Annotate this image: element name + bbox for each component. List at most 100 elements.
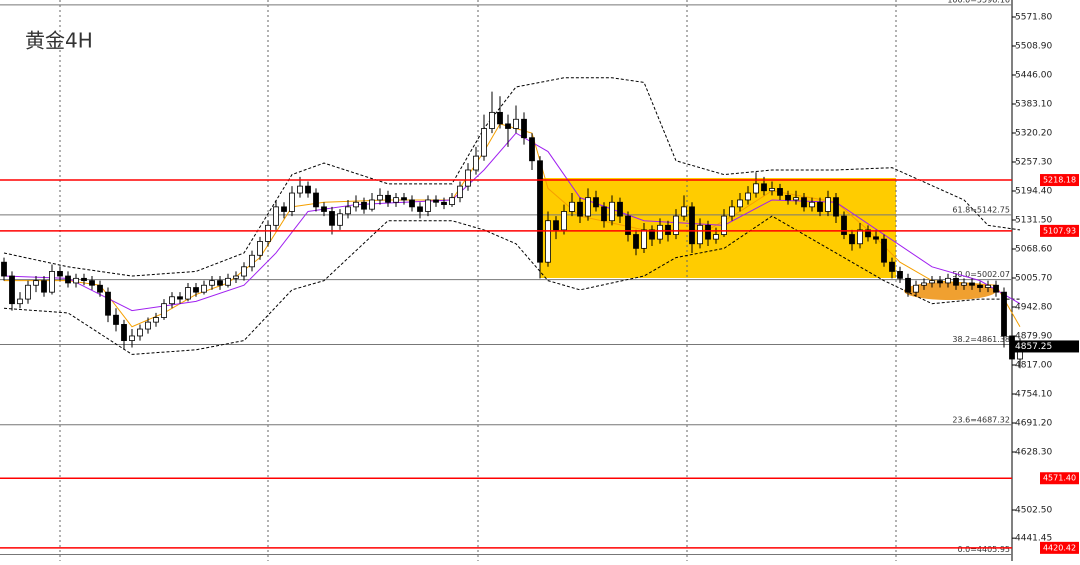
y-tick-label: 5068.60 — [1015, 245, 1052, 255]
candle-body — [361, 201, 367, 210]
indicator-line — [3, 132, 1021, 312]
y-tick-label: 4942.80 — [1015, 303, 1052, 313]
indicator-line — [3, 77, 1021, 277]
fib-label: 100.0=5598.16 — [947, 0, 1010, 4]
candle-body — [825, 197, 831, 212]
candle-body — [913, 284, 919, 293]
candle-body — [225, 277, 231, 286]
candle-body — [785, 194, 791, 201]
candle-body — [177, 296, 183, 300]
candle-body — [561, 211, 567, 231]
highlight-ellipse — [904, 282, 996, 300]
candle-body — [393, 197, 399, 203]
candle-body — [601, 206, 607, 222]
fib-label: 0.0=4405.95 — [957, 545, 1010, 554]
candle-body — [625, 215, 631, 235]
candle-body — [25, 284, 31, 300]
y-tick-label: 4754.10 — [1015, 390, 1052, 400]
level-label: 5218.18 — [1043, 176, 1076, 185]
candle-body — [473, 155, 479, 171]
candle-body — [809, 201, 815, 208]
candle-body — [193, 287, 199, 293]
y-tick-label: 5194.40 — [1015, 187, 1052, 197]
level-label-box — [1040, 472, 1079, 485]
candle-body — [409, 199, 415, 208]
y-tick-label: 4691.20 — [1015, 419, 1052, 429]
candle-body — [993, 284, 999, 293]
candle-body — [953, 277, 959, 286]
candle-body — [729, 206, 735, 217]
candle-body — [665, 224, 671, 235]
candle-body — [537, 160, 543, 263]
candle-body — [449, 197, 455, 205]
y-tick-label: 4628.30 — [1015, 448, 1052, 458]
y-tick-label: 5446.00 — [1015, 71, 1052, 81]
candle-body — [929, 280, 935, 284]
candle-body — [977, 284, 983, 288]
candle-body — [153, 317, 159, 323]
candle-body — [401, 197, 407, 201]
candle-body — [233, 275, 239, 279]
candle-body — [545, 220, 551, 263]
candle-body — [513, 118, 519, 129]
candle-body — [121, 324, 127, 341]
candle-body — [433, 199, 439, 203]
fib-label: 61.8=5142.75 — [952, 205, 1010, 214]
y-tick-label: 4879.90 — [1015, 332, 1052, 342]
candle-body — [633, 234, 639, 249]
candle-body — [137, 328, 143, 337]
candle-body — [777, 188, 783, 196]
candle-body — [329, 211, 335, 226]
y-tick-label: 5571.80 — [1015, 13, 1052, 23]
fib-label: 50.0=5002.07 — [952, 270, 1010, 279]
candle-body — [865, 229, 871, 238]
candle-body — [881, 238, 887, 263]
candle-body — [169, 296, 175, 305]
candle-body — [369, 199, 375, 210]
candle-body — [97, 284, 103, 293]
candle-body — [649, 229, 655, 240]
candle-body — [265, 224, 271, 242]
candle-body — [353, 201, 359, 208]
candle-body — [113, 314, 119, 325]
current-price-label: 4857.25 — [1015, 342, 1052, 352]
candle-body — [713, 234, 719, 240]
candle-body — [889, 261, 895, 272]
y-tick-label: 5257.30 — [1015, 158, 1052, 168]
candle-body — [241, 266, 247, 277]
candle-body — [457, 185, 463, 199]
candle-body — [609, 201, 615, 222]
candle-body — [937, 280, 943, 284]
candle-body — [489, 111, 495, 129]
y-tick-label: 5383.10 — [1015, 100, 1052, 110]
candle-body — [33, 280, 39, 286]
candle-body — [41, 280, 47, 293]
fib-label: 38.2=4861.38 — [952, 335, 1010, 344]
candle-body — [753, 183, 759, 194]
candle-body — [49, 271, 55, 293]
level-label: 4420.42 — [1043, 543, 1076, 552]
level-label: 4571.40 — [1043, 474, 1076, 483]
candle-body — [9, 275, 15, 305]
candle-body — [849, 234, 855, 245]
candle-body — [697, 224, 703, 245]
candle-body — [217, 280, 223, 286]
candle-body — [321, 206, 327, 212]
level-label-box — [1040, 224, 1079, 237]
chart-title: 黄金4H — [25, 29, 93, 53]
level-label-box — [1040, 174, 1079, 187]
highlight-zone — [540, 178, 896, 278]
level-label: 5107.93 — [1043, 226, 1076, 235]
candle-body — [281, 206, 287, 212]
candle-body — [657, 224, 663, 240]
candle-body — [681, 206, 687, 217]
candle-body — [969, 282, 975, 286]
candle-body — [289, 192, 295, 212]
candle-body — [249, 254, 255, 268]
candle-body — [465, 169, 471, 187]
candle-body — [769, 188, 775, 192]
candle-body — [673, 215, 679, 235]
fib-label: 23.6=4687.32 — [952, 415, 1010, 424]
